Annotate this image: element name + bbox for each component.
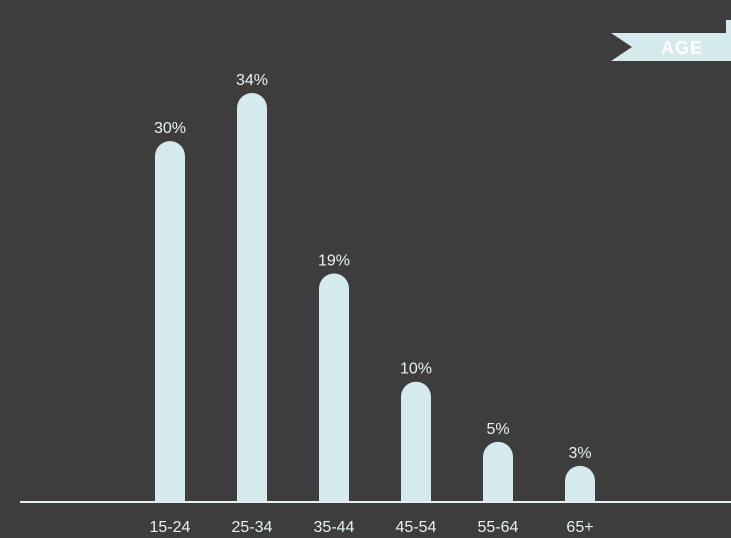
x-tick-label-65+: 65+	[566, 519, 593, 536]
x-tick-label-15-24: 15-24	[150, 519, 191, 536]
value-label-15-24: 30%	[154, 120, 186, 137]
value-label-35-44: 19%	[318, 252, 350, 269]
value-labels-group: 30% 34% 19% 10% 5% 3%	[154, 72, 592, 462]
x-tick-label-25-34: 25-34	[232, 519, 273, 536]
x-tick-label-45-54: 45-54	[396, 519, 437, 536]
value-label-55-64: 5%	[486, 421, 509, 438]
bar-65+	[565, 465, 595, 502]
bar-15-24	[155, 141, 185, 502]
banner-title: AGE	[661, 38, 703, 58]
x-tick-label-35-44: 35-44	[314, 519, 355, 536]
value-label-25-34: 34%	[236, 72, 268, 89]
bar-35-44	[319, 273, 349, 502]
banner-ribbon	[611, 33, 731, 61]
bar-55-64	[483, 441, 513, 502]
banner-accent	[726, 20, 731, 34]
value-label-45-54: 10%	[400, 361, 432, 378]
bar-25-34	[237, 93, 267, 502]
bar-45-54	[401, 381, 431, 502]
value-label-65+: 3%	[568, 445, 591, 462]
age-banner: AGE	[611, 20, 731, 61]
x-tick-labels-group: 15-24 25-34 35-44 45-54 55-64 65+	[150, 519, 594, 536]
x-tick-label-55-64: 55-64	[478, 519, 519, 536]
bars-group	[155, 93, 595, 502]
